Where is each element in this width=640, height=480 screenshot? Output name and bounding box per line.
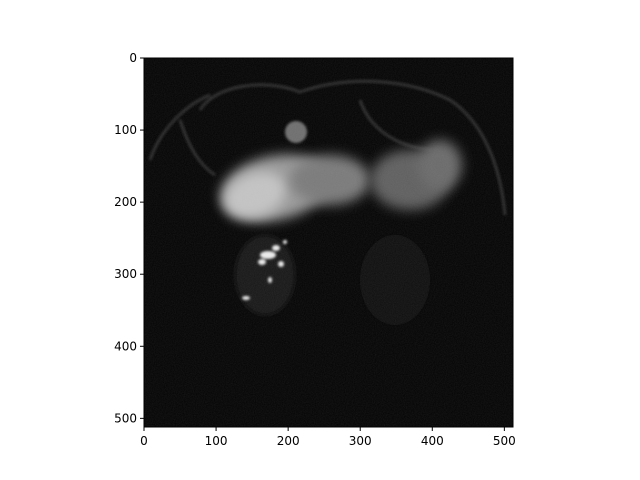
y-tick-label: 400 [114, 339, 137, 353]
y-tick-label: 300 [114, 267, 137, 281]
y-tick-label: 100 [114, 123, 137, 137]
x-tick-label: 100 [205, 434, 228, 448]
x-tick-label: 400 [421, 434, 444, 448]
x-tick-label: 300 [349, 434, 372, 448]
mri-image [144, 58, 513, 427]
y-axis: 0 100 200 300 400 500 [114, 51, 144, 425]
x-tick-label: 200 [277, 434, 300, 448]
y-tick-label: 0 [129, 51, 137, 65]
y-tick-label: 500 [114, 411, 137, 425]
x-tick-label: 0 [140, 434, 148, 448]
axes-frame [143, 57, 514, 428]
x-axis: 0 100 200 300 400 500 [140, 427, 516, 448]
x-tick-label: 500 [493, 434, 516, 448]
y-tick-label: 200 [114, 195, 137, 209]
